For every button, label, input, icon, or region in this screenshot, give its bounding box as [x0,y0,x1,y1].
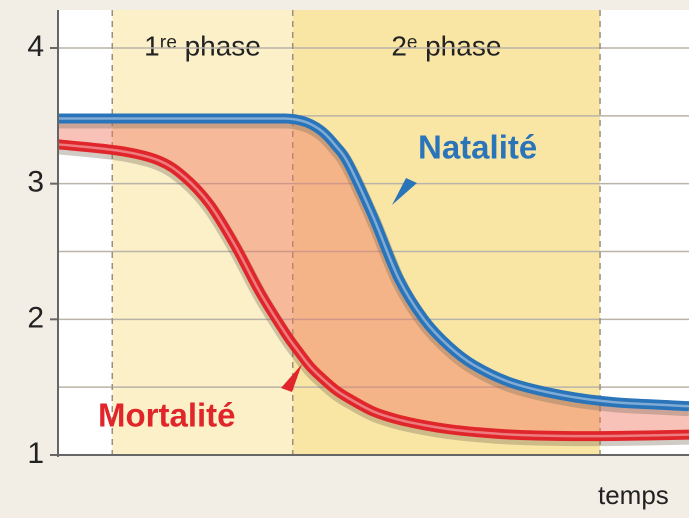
line-highlight [58,117,689,408]
phase-label: 1ʳᵉ phase [144,30,261,61]
y-tick-label: 1 [27,437,44,470]
series-line [57,139,689,442]
gap-area [58,118,689,437]
y-tick-label: 2 [27,301,44,334]
phase-label: 2ᵉ phase [391,30,501,61]
y-tick-label: 3 [27,166,44,199]
line-highlight [57,143,689,438]
phase-band [292,10,601,455]
mortalite-pointer [281,364,302,392]
x-axis-label: temps [598,480,669,510]
natalite-pointer [392,178,417,205]
y-tick-label: 4 [27,30,44,63]
series-line [58,113,689,412]
phase-band [112,10,293,455]
mortalite-label: Mortalité [98,397,236,434]
plot: 1ʳᵉ phase 2ᵉ phase [57,10,689,457]
natalite-label: Natalité [418,129,537,166]
